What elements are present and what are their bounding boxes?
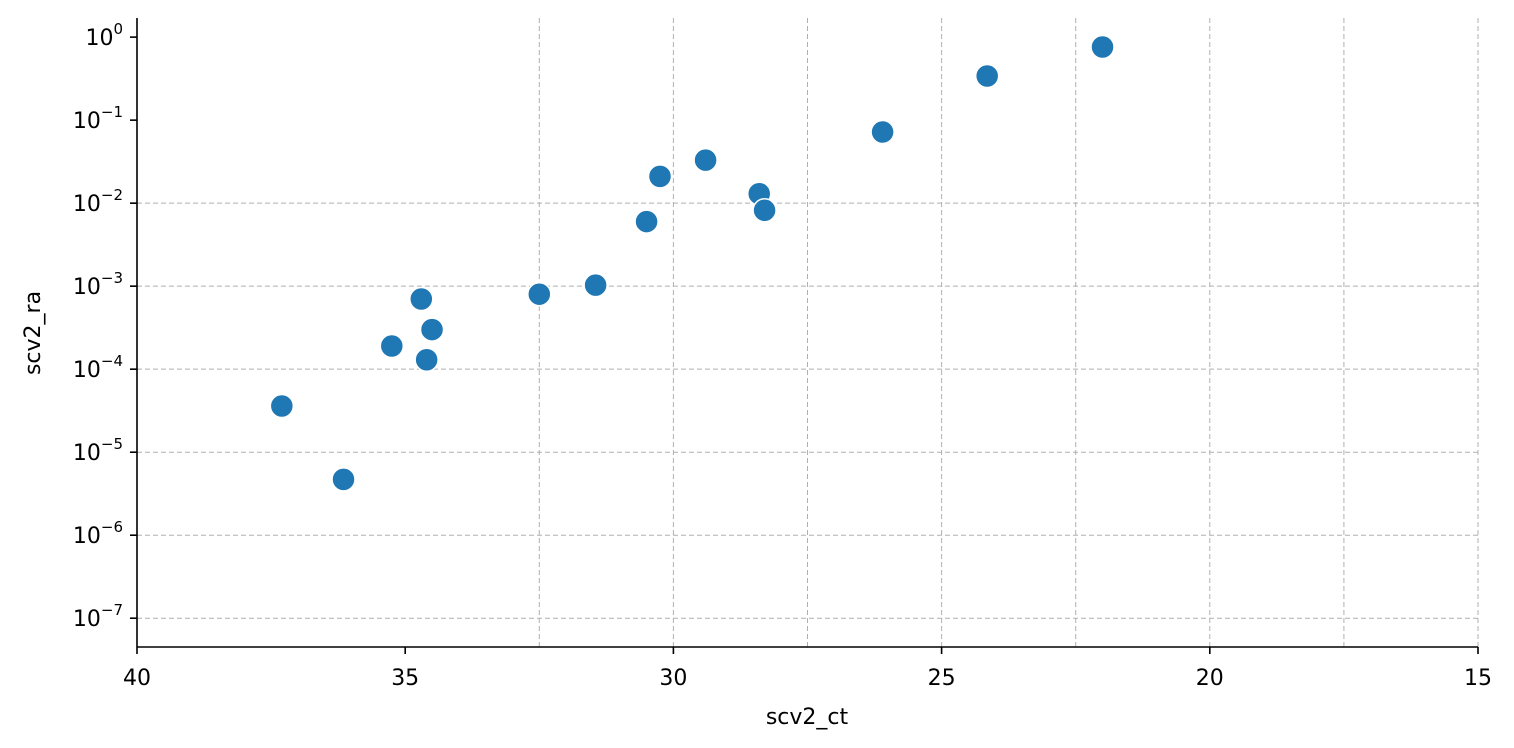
x-tick-label: 40 (123, 666, 151, 691)
y-tick-label: 10−3 (73, 269, 123, 300)
y-tick-base: 10 (73, 607, 101, 632)
y-tick-base: 10 (73, 441, 101, 466)
y-tick-exponent: −6 (101, 518, 123, 536)
y-tick-base: 10 (73, 275, 101, 300)
y-tick-base: 10 (73, 192, 101, 217)
y-tick-exponent: 0 (113, 20, 123, 38)
y-tick-label: 10−5 (73, 435, 123, 466)
scatter-point (409, 286, 434, 312)
scatter-point (870, 119, 895, 145)
y-tick-exponent: −4 (101, 352, 123, 370)
y-tick-exponent: −7 (101, 601, 123, 619)
y-tick-base: 10 (85, 26, 113, 51)
scatter-point (693, 147, 718, 173)
y-tick-exponent: −5 (101, 435, 123, 453)
y-tick-label: 10−7 (73, 601, 123, 632)
x-axis-title: scv2_ct (766, 705, 849, 730)
axes (136, 18, 1478, 648)
data-points (269, 34, 1115, 492)
scatter-point (379, 333, 405, 359)
scatter-point (269, 393, 295, 419)
x-tick-label: 30 (659, 666, 687, 691)
y-tick-base: 10 (73, 358, 101, 383)
y-tick-exponent: −2 (101, 186, 123, 204)
scatter-point (647, 164, 673, 189)
y-axis-title: scv2_ra (21, 291, 46, 375)
scatter-point (752, 198, 777, 223)
y-tick-base: 10 (73, 524, 101, 549)
x-tick-label: 20 (1196, 666, 1224, 691)
y-tick-exponent: −1 (101, 103, 123, 121)
y-tick-label: 10−1 (73, 103, 123, 134)
scatter-point (634, 209, 659, 234)
y-tick-label: 100 (85, 20, 123, 51)
y-tick-label: 10−6 (73, 518, 123, 549)
scatter-point (1090, 34, 1115, 60)
grid-lines (137, 18, 1479, 647)
x-ticks: 40 35 30 25 20 15 (123, 647, 1492, 691)
scatter-point (414, 347, 439, 372)
scatter-point (419, 317, 445, 342)
x-tick-label: 25 (928, 666, 956, 691)
y-tick-label: 10−4 (73, 352, 123, 383)
scatter-point (331, 467, 356, 492)
scatter-point (583, 272, 608, 298)
scatter-point (527, 281, 552, 307)
scatter-point (974, 63, 1000, 89)
y-tick-base: 10 (73, 109, 101, 134)
y-tick-label: 10−2 (73, 186, 123, 217)
x-tick-label: 15 (1464, 666, 1492, 691)
y-tick-exponent: −3 (101, 269, 123, 287)
x-tick-label: 35 (391, 666, 419, 691)
